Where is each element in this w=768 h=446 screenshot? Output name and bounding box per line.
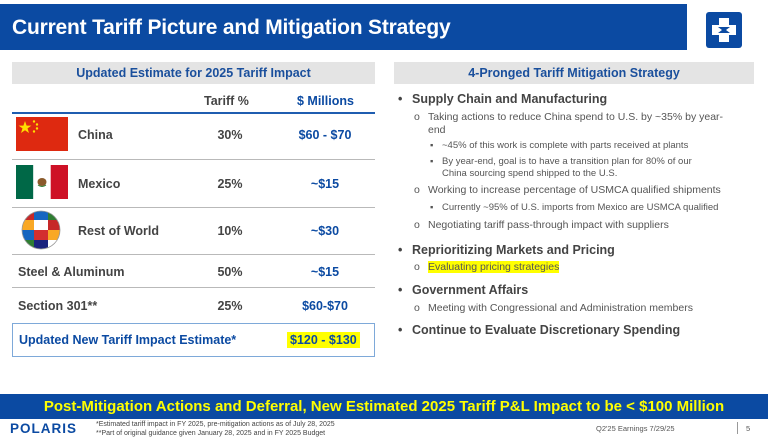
row-mil-rest-of-world: ~$30 bbox=[310, 224, 340, 238]
world-flags-globe-icon bbox=[20, 210, 62, 255]
mitigation-strategy-heading: 4-Pronged Tariff Mitigation Strategy bbox=[394, 62, 754, 84]
sub-sub-bullet-marker: ▪ bbox=[430, 202, 434, 213]
row-pct-china: 30% bbox=[217, 128, 243, 142]
bullet-congressional-meetings: Meeting with Congressional and Administr… bbox=[428, 302, 693, 314]
tariff-impact-heading: Updated Estimate for 2025 Tariff Impact bbox=[12, 62, 375, 84]
row-divider bbox=[12, 159, 375, 160]
bullet-usmca-qualified: Currently ~95% of U.S. imports from Mexi… bbox=[442, 202, 719, 213]
row-mil-china: $60 - $70 bbox=[298, 128, 352, 142]
row-pct-steel-aluminum: 50% bbox=[217, 265, 243, 279]
sub-sub-bullet-marker: ▪ bbox=[430, 140, 434, 151]
row-mil-section-301: $60-$70 bbox=[302, 299, 348, 313]
bullet-pricing-strategies: Evaluating pricing strategies bbox=[428, 261, 560, 273]
polaris-logo: POLARIS bbox=[10, 421, 78, 436]
china-flag-icon bbox=[16, 117, 68, 156]
bullet-reduce-china-spend: Taking actions to reduce China spend to … bbox=[428, 111, 724, 136]
page-number: 5 bbox=[746, 424, 751, 433]
bullet-transition-plan: By year-end, goal is to have a transitio… bbox=[442, 156, 692, 179]
footnote-1: *Estimated tariff impact in FY 2025, pre… bbox=[96, 421, 335, 428]
section-markets-pricing: • Reprioritizing Markets and Pricing bbox=[398, 243, 615, 257]
slide-header: Current Tariff Picture and Mitigation St… bbox=[0, 0, 768, 52]
sub-bullet-marker: o bbox=[414, 219, 420, 231]
tariff-pct-column-header: Tariff % bbox=[204, 94, 249, 108]
footer-earnings-date: Q2'25 Earnings 7/29/25 bbox=[596, 424, 675, 433]
row-mil-mexico: ~$15 bbox=[310, 177, 340, 191]
summary-banner: Post-Mitigation Actions and Deferral, Ne… bbox=[0, 394, 768, 419]
section-discretionary-spending: • Continue to Evaluate Discretionary Spen… bbox=[398, 323, 681, 337]
mexico-flag-icon bbox=[16, 165, 68, 204]
total-estimate-label: Updated New Tariff Impact Estimate* bbox=[19, 333, 237, 347]
footnote-2: **Part of original guidance given Januar… bbox=[96, 430, 326, 437]
row-pct-mexico: 25% bbox=[217, 177, 243, 191]
row-pct-rest-of-world: 10% bbox=[217, 224, 243, 238]
millions-column-header: $ Millions bbox=[297, 94, 354, 108]
row-label-section-301: Section 301** bbox=[18, 299, 98, 313]
row-divider bbox=[12, 254, 375, 255]
header-bar: Current Tariff Picture and Mitigation St… bbox=[0, 4, 687, 50]
footer-divider bbox=[737, 422, 738, 434]
sub-sub-bullet-marker: ▪ bbox=[430, 156, 434, 167]
bullet-tariff-pass-through: Negotiating tariff pass-through impact w… bbox=[428, 219, 669, 231]
row-pct-section-301: 25% bbox=[217, 299, 243, 313]
row-label-mexico: Mexico bbox=[78, 177, 121, 191]
bullet-45-percent-complete: ~45% of this work is complete with parts… bbox=[442, 140, 689, 151]
row-label-china: China bbox=[78, 128, 113, 142]
sub-bullet-marker: o bbox=[414, 111, 420, 123]
total-estimate-box: Updated New Tariff Impact Estimate* $120… bbox=[12, 323, 375, 357]
sub-bullet-marker: o bbox=[414, 261, 420, 273]
section-supply-chain: • Supply Chain and Manufacturing bbox=[398, 92, 608, 106]
row-divider bbox=[12, 287, 375, 288]
bullet-usmca-shipments: Working to increase percentage of USMCA … bbox=[428, 184, 721, 196]
sub-bullet-marker: o bbox=[414, 302, 420, 314]
page-title: Current Tariff Picture and Mitigation St… bbox=[12, 16, 451, 39]
row-divider bbox=[12, 207, 375, 208]
total-estimate-value: $120 - $130 bbox=[287, 332, 360, 348]
summary-banner-text: Post-Mitigation Actions and Deferral, Ne… bbox=[43, 398, 725, 415]
table-top-rule bbox=[12, 112, 375, 114]
sub-bullet-marker: o bbox=[414, 184, 420, 196]
row-label-rest-of-world: Rest of World bbox=[78, 224, 160, 238]
row-mil-steel-aluminum: ~$15 bbox=[310, 265, 340, 279]
polaris-star-icon bbox=[706, 12, 742, 48]
section-government-affairs: • Government Affairs bbox=[398, 283, 529, 297]
row-label-steel-aluminum: Steel & Aluminum bbox=[18, 265, 125, 279]
